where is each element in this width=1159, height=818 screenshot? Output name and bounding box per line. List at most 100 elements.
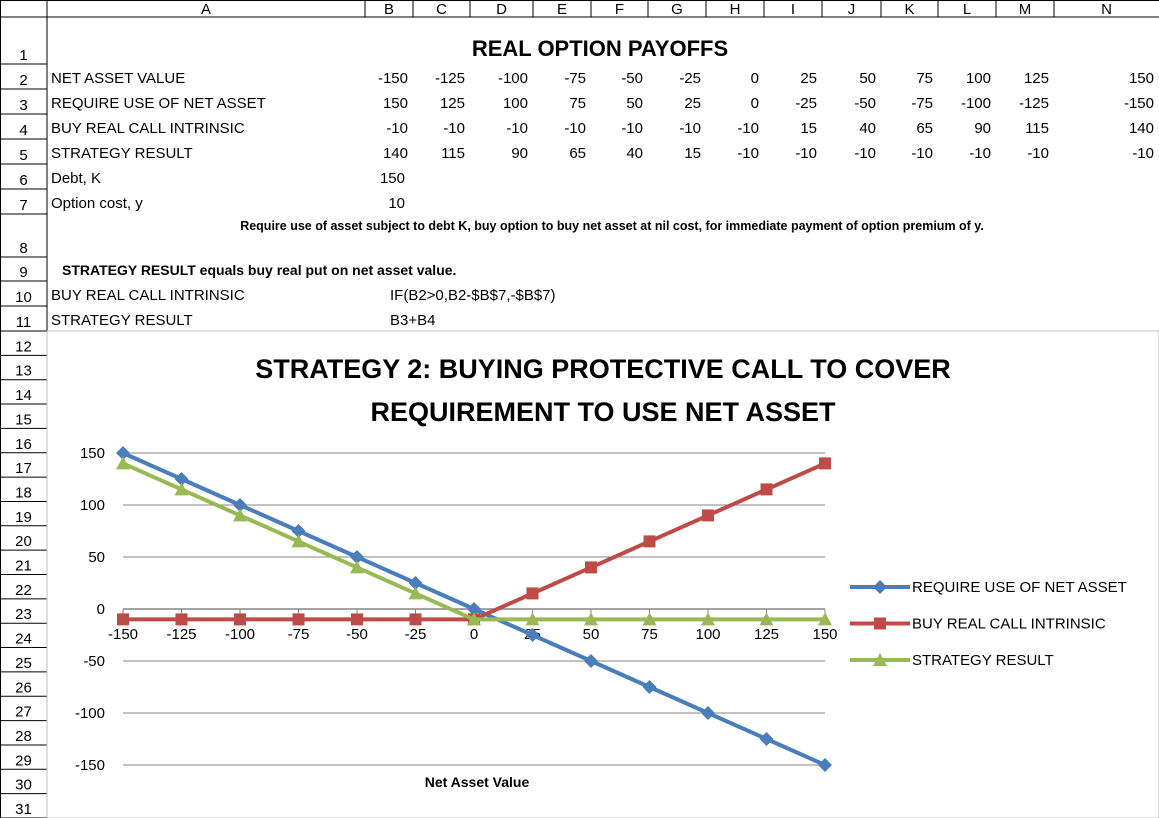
cell-value: -125 (435, 70, 465, 87)
row-number: 17 (15, 460, 32, 477)
legend-marker (874, 617, 886, 630)
x-tick-label: -125 (166, 626, 196, 643)
cell-value: -150 (1124, 95, 1154, 112)
formula-label: BUY REAL CALL INTRINSIC (51, 287, 245, 304)
row-number: 22 (15, 582, 32, 599)
marker (701, 706, 715, 720)
input-label: Debt, K (51, 170, 101, 187)
marker (408, 576, 423, 590)
column-header: F (615, 1, 624, 18)
column-header: B (384, 1, 394, 18)
summary: STRATEGY RESULT equals buy real put on n… (62, 262, 456, 278)
column-header: J (848, 1, 856, 18)
column-header: H (730, 1, 741, 18)
cell-value: 140 (383, 145, 408, 162)
row-number: 1 (19, 47, 27, 64)
x-tick-label: -100 (225, 626, 255, 643)
y-tick-label: 0 (97, 601, 105, 618)
y-tick-label: 50 (88, 549, 105, 566)
cell-value: -10 (795, 145, 817, 162)
cell-value: -10 (1132, 145, 1154, 162)
marker (234, 613, 246, 626)
row-number: 10 (15, 289, 32, 306)
row-number: 7 (19, 197, 27, 214)
cell-value: 140 (1129, 120, 1154, 137)
marker (351, 613, 363, 626)
cell-value: -125 (1019, 95, 1049, 112)
marker (818, 758, 832, 772)
cell-value: 25 (684, 95, 701, 112)
marker (526, 587, 539, 600)
cell-value: 115 (1025, 120, 1049, 137)
marker (642, 680, 657, 694)
formula-label: STRATEGY RESULT (51, 312, 193, 329)
column-header: M (1019, 1, 1032, 18)
row-label: NET ASSET VALUE (51, 70, 185, 87)
chart: STRATEGY 2: BUYING PROTECTIVE CALL TO CO… (46, 330, 1159, 818)
x-tick-label: -75 (288, 626, 310, 643)
row-number: 8 (19, 240, 27, 257)
cell-value: -10 (621, 120, 643, 137)
cell-value: 115 (441, 145, 465, 162)
marker (642, 612, 657, 626)
cell-value: -10 (386, 120, 408, 137)
row-number: 15 (15, 411, 32, 428)
row-number: 29 (15, 752, 32, 769)
cell-value: 100 (503, 95, 528, 112)
column-header: A (201, 1, 211, 18)
row-number: 6 (19, 172, 27, 189)
cell-value: -150 (378, 70, 408, 87)
row-number: 14 (15, 387, 32, 404)
y-tick-label: -150 (75, 757, 105, 774)
row-number: 26 (15, 679, 32, 696)
marker (467, 602, 481, 616)
row-number: 2 (19, 72, 27, 89)
row-number: 23 (15, 606, 32, 623)
marker (818, 612, 832, 626)
y-tick-label: 150 (80, 445, 105, 462)
column-header: D (496, 1, 507, 18)
y-tick-label: -50 (83, 653, 105, 670)
x-tick-label: 0 (470, 626, 478, 643)
x-tick-label: 50 (583, 626, 600, 643)
cell-value: 25 (800, 70, 817, 87)
cell-value: 0 (751, 70, 759, 87)
header-bg (0, 0, 1159, 17)
legend-label: REQUIRE USE OF NET ASSET (912, 579, 1127, 596)
row-number: 16 (15, 436, 32, 453)
row-number: 25 (15, 655, 32, 672)
cell-value: 50 (859, 70, 876, 87)
row-label: BUY REAL CALL INTRINSIC (51, 120, 245, 137)
row-number: 12 (15, 338, 32, 355)
column-header: G (671, 1, 683, 18)
row-number: 19 (15, 509, 32, 526)
marker (175, 613, 188, 626)
marker (292, 613, 305, 626)
chart-area (46, 330, 1159, 818)
cell-value: -10 (737, 120, 759, 137)
cell-value: -10 (854, 145, 876, 162)
marker (525, 628, 540, 642)
cell-value: -10 (911, 145, 933, 162)
marker (819, 457, 831, 470)
input-value: 10 (388, 195, 405, 212)
row-label: REQUIRE USE OF NET ASSET (51, 95, 266, 112)
cell-value: 150 (1129, 70, 1154, 87)
cell-value: -10 (564, 120, 586, 137)
marker (174, 472, 189, 486)
row-number: 18 (15, 484, 32, 501)
marker (117, 613, 129, 626)
cell-value: -10 (737, 145, 759, 162)
marker (116, 456, 130, 470)
cell-value: 90 (511, 145, 528, 162)
marker (174, 482, 189, 496)
cell-value: 0 (751, 95, 759, 112)
cell-value: 90 (974, 120, 991, 137)
marker (350, 560, 364, 574)
cell-value: -100 (498, 70, 528, 87)
x-tick-label: 150 (812, 626, 837, 643)
legend-marker (873, 653, 887, 666)
cell-value: -75 (564, 70, 586, 87)
cell-value: -100 (961, 95, 991, 112)
cell-value: -10 (969, 145, 991, 162)
